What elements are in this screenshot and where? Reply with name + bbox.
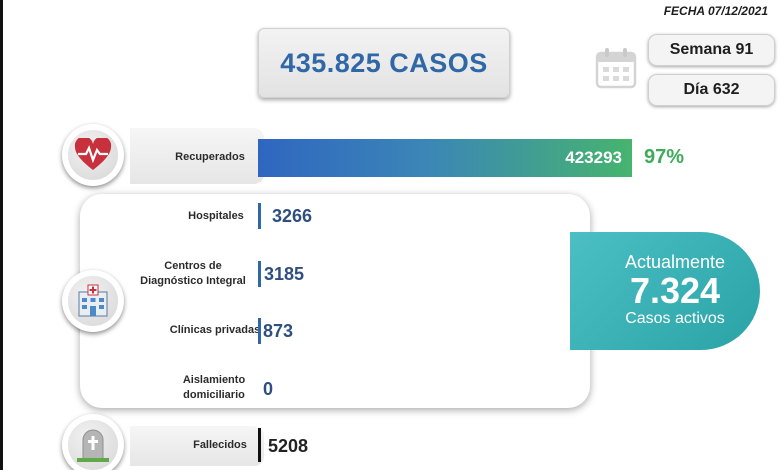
calendar-icon <box>595 48 637 89</box>
hospitals-label: Hospitales <box>188 210 244 222</box>
cdi-value: 3185 <box>264 264 305 284</box>
week-pill: Semana 91 <box>648 34 775 66</box>
private-clinics-label: Clínicas privadas <box>169 324 261 336</box>
recovered-label-band <box>130 128 264 184</box>
active-breakdown-panel <box>80 194 590 408</box>
recovered-percent: 97% <box>644 146 685 168</box>
cdi-tick <box>258 261 261 287</box>
deceased-label: Fallecidos <box>193 439 247 451</box>
recovered-icon-circle <box>62 124 124 186</box>
hospital-icon-circle <box>62 270 124 332</box>
recovered-label: Recuperados <box>175 151 245 163</box>
deceased-value: 5208 <box>268 436 309 456</box>
active-cases-line2: Casos activos <box>625 310 725 327</box>
total-cases-text: 435.825 CASOS <box>280 47 488 78</box>
private-clinics-tick <box>258 318 261 344</box>
deceased-tick <box>258 428 261 462</box>
deceased-label-band <box>130 426 264 466</box>
gravestone-icon <box>77 429 109 462</box>
recovered-bar: 423293 <box>258 139 632 177</box>
left-edge-line <box>0 0 3 470</box>
active-cases-badge: Actualmente 7.324 Casos activos <box>570 232 760 350</box>
heart-pulse-icon <box>74 138 112 170</box>
total-cases-box: 435.825 CASOS <box>258 28 510 98</box>
home-isolation-label: Aislamiento domiciliario <box>182 374 246 401</box>
hospitals-value: 3266 <box>272 206 313 226</box>
active-cases-value: 7.324 <box>629 270 721 311</box>
deceased-icon-circle <box>62 414 124 470</box>
private-clinics-value: 873 <box>263 321 294 341</box>
cdi-label: Centros de Diagnóstico Integral <box>140 260 246 287</box>
recovered-value: 423293 <box>565 148 622 167</box>
hospital-icon <box>78 284 108 317</box>
hospitals-tick <box>258 203 261 229</box>
report-date: FECHA 07/12/2021 <box>663 4 768 18</box>
day-pill: Día 632 <box>648 74 775 106</box>
active-cases-line1: Actualmente <box>624 252 726 272</box>
home-isolation-value: 0 <box>263 379 274 399</box>
